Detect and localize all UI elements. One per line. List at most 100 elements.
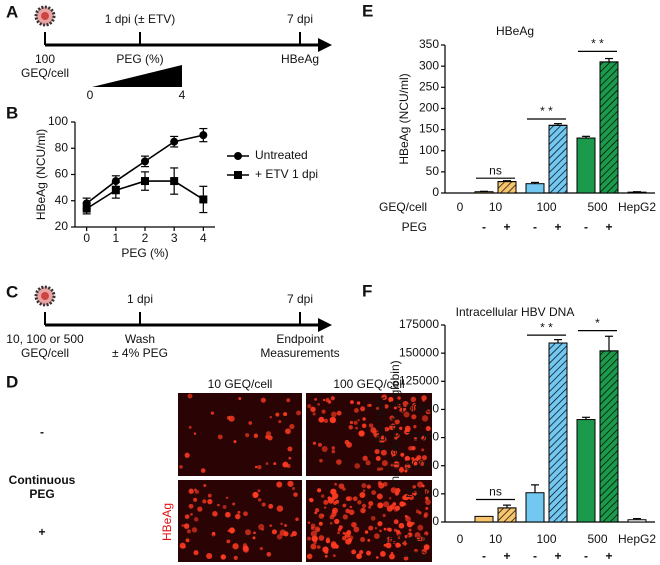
cell-signal (310, 406, 316, 413)
row-label: PEG (402, 549, 427, 563)
cell-signal (306, 553, 313, 560)
x-tick-label: 0 (83, 231, 90, 245)
y-tick-label: 250 (419, 79, 439, 93)
cell-signal (425, 409, 431, 415)
cell-signal (188, 488, 194, 494)
cell-signal (411, 457, 415, 461)
cell-signal (407, 532, 413, 538)
cell-signal (397, 403, 401, 408)
peg-label: + (503, 220, 510, 234)
cell-signal (226, 415, 231, 420)
cell-signal (382, 513, 386, 518)
cell-signal (371, 490, 377, 495)
cell-signal (334, 482, 337, 486)
cell-signal (232, 502, 236, 506)
cell-signal (307, 536, 312, 541)
cell-signal (383, 527, 387, 531)
cell-signal (399, 426, 403, 431)
cell-signal (265, 431, 272, 437)
cell-signal (217, 503, 220, 507)
cell-signal (186, 529, 191, 534)
peg-label: - (533, 549, 537, 563)
cell-signal (380, 449, 387, 456)
cell-signal (222, 504, 227, 509)
cell-signal (348, 425, 353, 430)
cell-signal (413, 437, 418, 441)
cell-signal (374, 526, 378, 530)
cell-signal (366, 550, 372, 556)
cell-signal (396, 531, 402, 537)
cell-signal (376, 493, 383, 500)
group-label: 100 (536, 200, 556, 214)
cell-signal (365, 460, 371, 466)
cell-signal (206, 552, 213, 560)
bar-hatch (497, 181, 517, 194)
cell-signal (403, 555, 409, 561)
cell-signal (269, 524, 272, 527)
treatment-label: ± 4% PEG (112, 346, 168, 360)
cell-signal (413, 424, 417, 429)
row-label: + (38, 525, 45, 539)
cell-signal (295, 517, 299, 521)
cell-signal (409, 405, 416, 412)
cell-signal (257, 489, 261, 493)
y-tick-label: 350 (419, 37, 439, 51)
cell-signal (314, 398, 317, 401)
micrograph (178, 393, 302, 476)
cell-signal (331, 511, 337, 517)
cell-signal (287, 480, 294, 487)
cell-signal (313, 540, 317, 545)
cell-signal (276, 505, 284, 512)
cell-signal (403, 411, 410, 418)
cell-signal (421, 435, 426, 441)
cell-signal (210, 411, 215, 415)
panel-letter: A (6, 2, 18, 21)
cell-signal (276, 481, 283, 488)
cell-signal (397, 396, 401, 400)
marker (170, 137, 179, 146)
cell-signal (332, 554, 336, 558)
bar-hatch (599, 61, 619, 194)
cell-signal (310, 523, 316, 529)
cell-signal (388, 497, 392, 500)
cell-signal (237, 510, 241, 514)
y-tick-label: 80 (55, 140, 69, 154)
cell-signal (377, 481, 382, 486)
stain-label: HBeAg (160, 503, 174, 541)
y-tick-label: 100000 (399, 402, 439, 416)
cell-signal (232, 543, 239, 550)
cell-signal (334, 518, 340, 525)
peg-label: - (533, 220, 537, 234)
column-title: 100 GEQ/cell (333, 377, 404, 391)
cell-signal (380, 551, 386, 557)
treatment-label: PEG (%) (116, 52, 163, 66)
cell-signal (400, 452, 405, 457)
micrograph (178, 480, 302, 562)
cell-signal (348, 509, 355, 516)
y-axis-title: (normalized to β-globin) (388, 360, 402, 486)
y-tick-label: 125000 (399, 373, 439, 387)
cell-signal (296, 410, 302, 416)
timepoint-label: 7 dpi (287, 12, 313, 26)
cell-signal (341, 536, 347, 541)
cell-signal (269, 415, 273, 419)
cell-signal (382, 437, 387, 442)
row-label: - (40, 425, 44, 439)
cell-signal (386, 536, 393, 543)
cell-signal (187, 393, 193, 399)
cell-signal (404, 463, 411, 470)
readout-label: Endpoint (276, 332, 324, 346)
cell-signal (336, 410, 342, 416)
timeline-arrow (318, 38, 332, 52)
cell-signal (193, 550, 199, 556)
panel-letter: D (6, 372, 18, 391)
group-label: 10 (489, 200, 503, 214)
cell-signal (278, 420, 282, 424)
cell-signal (226, 539, 231, 544)
cell-signal (399, 501, 405, 507)
cell-signal (317, 402, 321, 406)
group-label: HepG2 (618, 200, 656, 214)
cell-signal (282, 461, 289, 468)
group-label: 500 (587, 532, 607, 546)
cell-signal (309, 498, 314, 503)
